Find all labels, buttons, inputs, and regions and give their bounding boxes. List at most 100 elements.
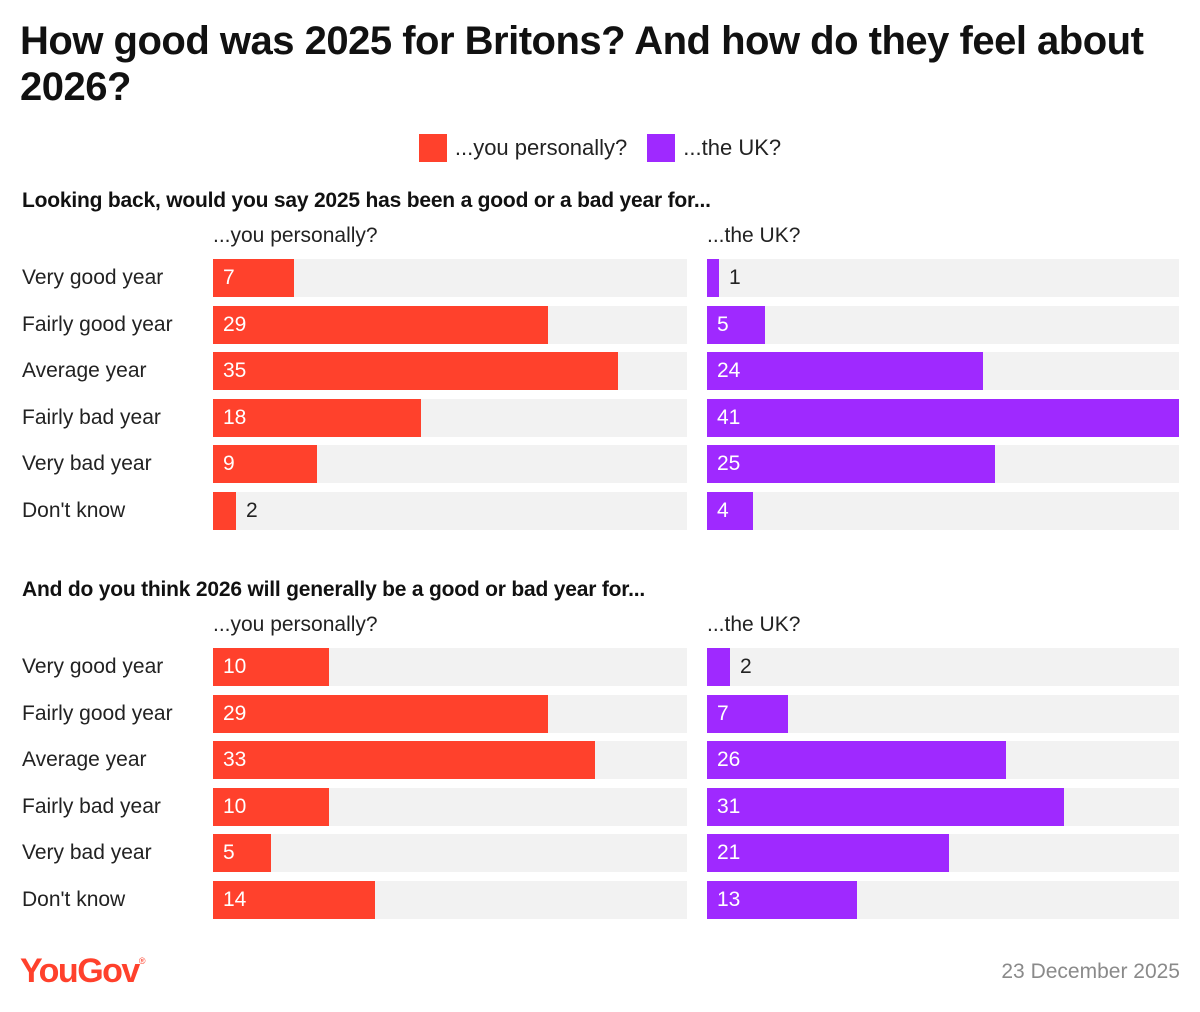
data-label: 13: [717, 887, 741, 911]
category-label-fairly-good-year: Fairly good year: [22, 701, 173, 725]
bar-uk: [707, 259, 719, 297]
category-label-fairly-good-year: Fairly good year: [22, 312, 173, 336]
data-label: 4: [717, 498, 729, 522]
category-label-fairly-bad-year: Fairly bad year: [22, 794, 161, 818]
publish-date: 23 December 2025: [1001, 960, 1180, 983]
bar-uk: [707, 880, 857, 919]
bar-track: 9: [213, 445, 687, 483]
logo-registered-mark: ®: [138, 956, 146, 966]
category-label-very-bad-year: Very bad year: [22, 841, 152, 864]
bar-uk: [707, 648, 730, 686]
bar-uk: [707, 445, 995, 483]
panel-label-uk: ...the UK?: [707, 224, 801, 247]
data-label: 41: [717, 405, 741, 429]
data-label: 14: [223, 887, 247, 911]
category-label-don-t-know: Don't know: [22, 887, 126, 911]
legend-item-uk: ...the UK?: [647, 134, 781, 162]
bar-uk: [707, 352, 983, 390]
bar-personal: [213, 741, 595, 779]
data-label: 5: [717, 312, 729, 336]
bar-uk: [707, 398, 1179, 437]
bar-track: 29: [213, 694, 687, 733]
bar-track: 41: [707, 398, 1179, 437]
bar-track: 4: [707, 491, 1179, 530]
data-label: 29: [223, 701, 247, 725]
bar-personal: [213, 491, 236, 530]
bar-track: 10: [213, 787, 687, 826]
bar-track: 2: [213, 491, 687, 530]
category-label-don-t-know: Don't know: [22, 498, 126, 522]
yougov-logo: YouGov®: [20, 952, 145, 991]
bar-personal: [213, 787, 329, 826]
bar-personal: [213, 305, 548, 344]
bar-track: 7: [707, 694, 1179, 733]
bar-track: 13: [707, 880, 1179, 919]
bar-uk: [707, 491, 753, 530]
bar-personal: [213, 398, 421, 437]
category-label-fairly-bad-year: Fairly bad year: [22, 405, 161, 429]
data-label: 9: [223, 452, 235, 475]
bar-uk: [707, 787, 1064, 826]
category-label-average-year: Average year: [22, 359, 147, 382]
legend-swatch-uk: [647, 134, 676, 162]
bar-track: 18: [213, 398, 687, 437]
legend-item-personal: ...you personally?: [418, 134, 628, 162]
bar-track: 21: [707, 834, 1179, 872]
data-label: 31: [717, 794, 741, 818]
category-label-very-bad-year: Very bad year: [22, 452, 152, 475]
legend: ...you personally? ...the UK?: [0, 134, 1200, 162]
data-label: 25: [717, 452, 741, 475]
data-label: 1: [729, 266, 741, 289]
legend-label-personal: ...you personally?: [454, 135, 628, 160]
legend-swatch-personal: [418, 134, 447, 162]
data-label: 2: [246, 498, 258, 522]
category-label-very-good-year: Very good year: [22, 266, 164, 289]
data-label: 21: [717, 841, 741, 864]
data-label: 26: [717, 748, 741, 771]
bar-personal: [213, 259, 294, 297]
data-label: 33: [223, 748, 247, 771]
bar-track: 14: [213, 880, 687, 919]
data-label: 10: [223, 794, 247, 818]
bar-personal: [213, 648, 329, 686]
data-label: 10: [223, 655, 247, 678]
bar-track: 29: [213, 305, 687, 344]
logo-wordmark: YouGov: [20, 952, 140, 990]
bar-uk: [707, 741, 1006, 779]
data-label: 24: [717, 359, 741, 382]
bar-personal: [213, 352, 618, 390]
legend-label-uk: ...the UK?: [683, 135, 782, 160]
data-label: 2: [740, 655, 752, 678]
bar-track: 35: [213, 352, 687, 390]
panel-label-personal: ...you personally?: [213, 224, 378, 247]
bar-uk: [707, 694, 788, 733]
section-title-1: Looking back, would you say 2025 has bee…: [22, 189, 711, 212]
bar-track: 31: [707, 787, 1179, 826]
bar-track: 25: [707, 445, 1179, 483]
bar-track: 33: [213, 741, 687, 779]
section-title-2: And do you think 2026 will generally be …: [22, 578, 645, 601]
bar-track: 10: [213, 648, 687, 686]
bar-personal: [213, 445, 317, 483]
bar-track: 5: [213, 834, 687, 872]
bar-uk: [707, 305, 765, 344]
bar-personal: [213, 694, 548, 733]
bar-personal: [213, 880, 375, 919]
data-label: 5: [223, 841, 235, 864]
data-label: 35: [223, 359, 247, 382]
data-label: 7: [717, 701, 729, 725]
bar-track: 26: [707, 741, 1179, 779]
bar-track: 7: [213, 259, 687, 297]
category-label-average-year: Average year: [22, 748, 147, 771]
chart-title: How good was 2025 for Britons? And how d…: [20, 19, 1144, 109]
panel-label-uk: ...the UK?: [707, 613, 801, 636]
panel-label-personal: ...you personally?: [213, 613, 378, 636]
data-label: 7: [223, 266, 235, 289]
data-label: 18: [223, 405, 247, 429]
bar-track: 2: [707, 648, 1179, 686]
bar-uk: [707, 834, 949, 872]
bar-personal: [213, 834, 271, 872]
data-label: 29: [223, 312, 247, 336]
bar-track: 1: [707, 259, 1179, 297]
bar-track: 5: [707, 305, 1179, 344]
